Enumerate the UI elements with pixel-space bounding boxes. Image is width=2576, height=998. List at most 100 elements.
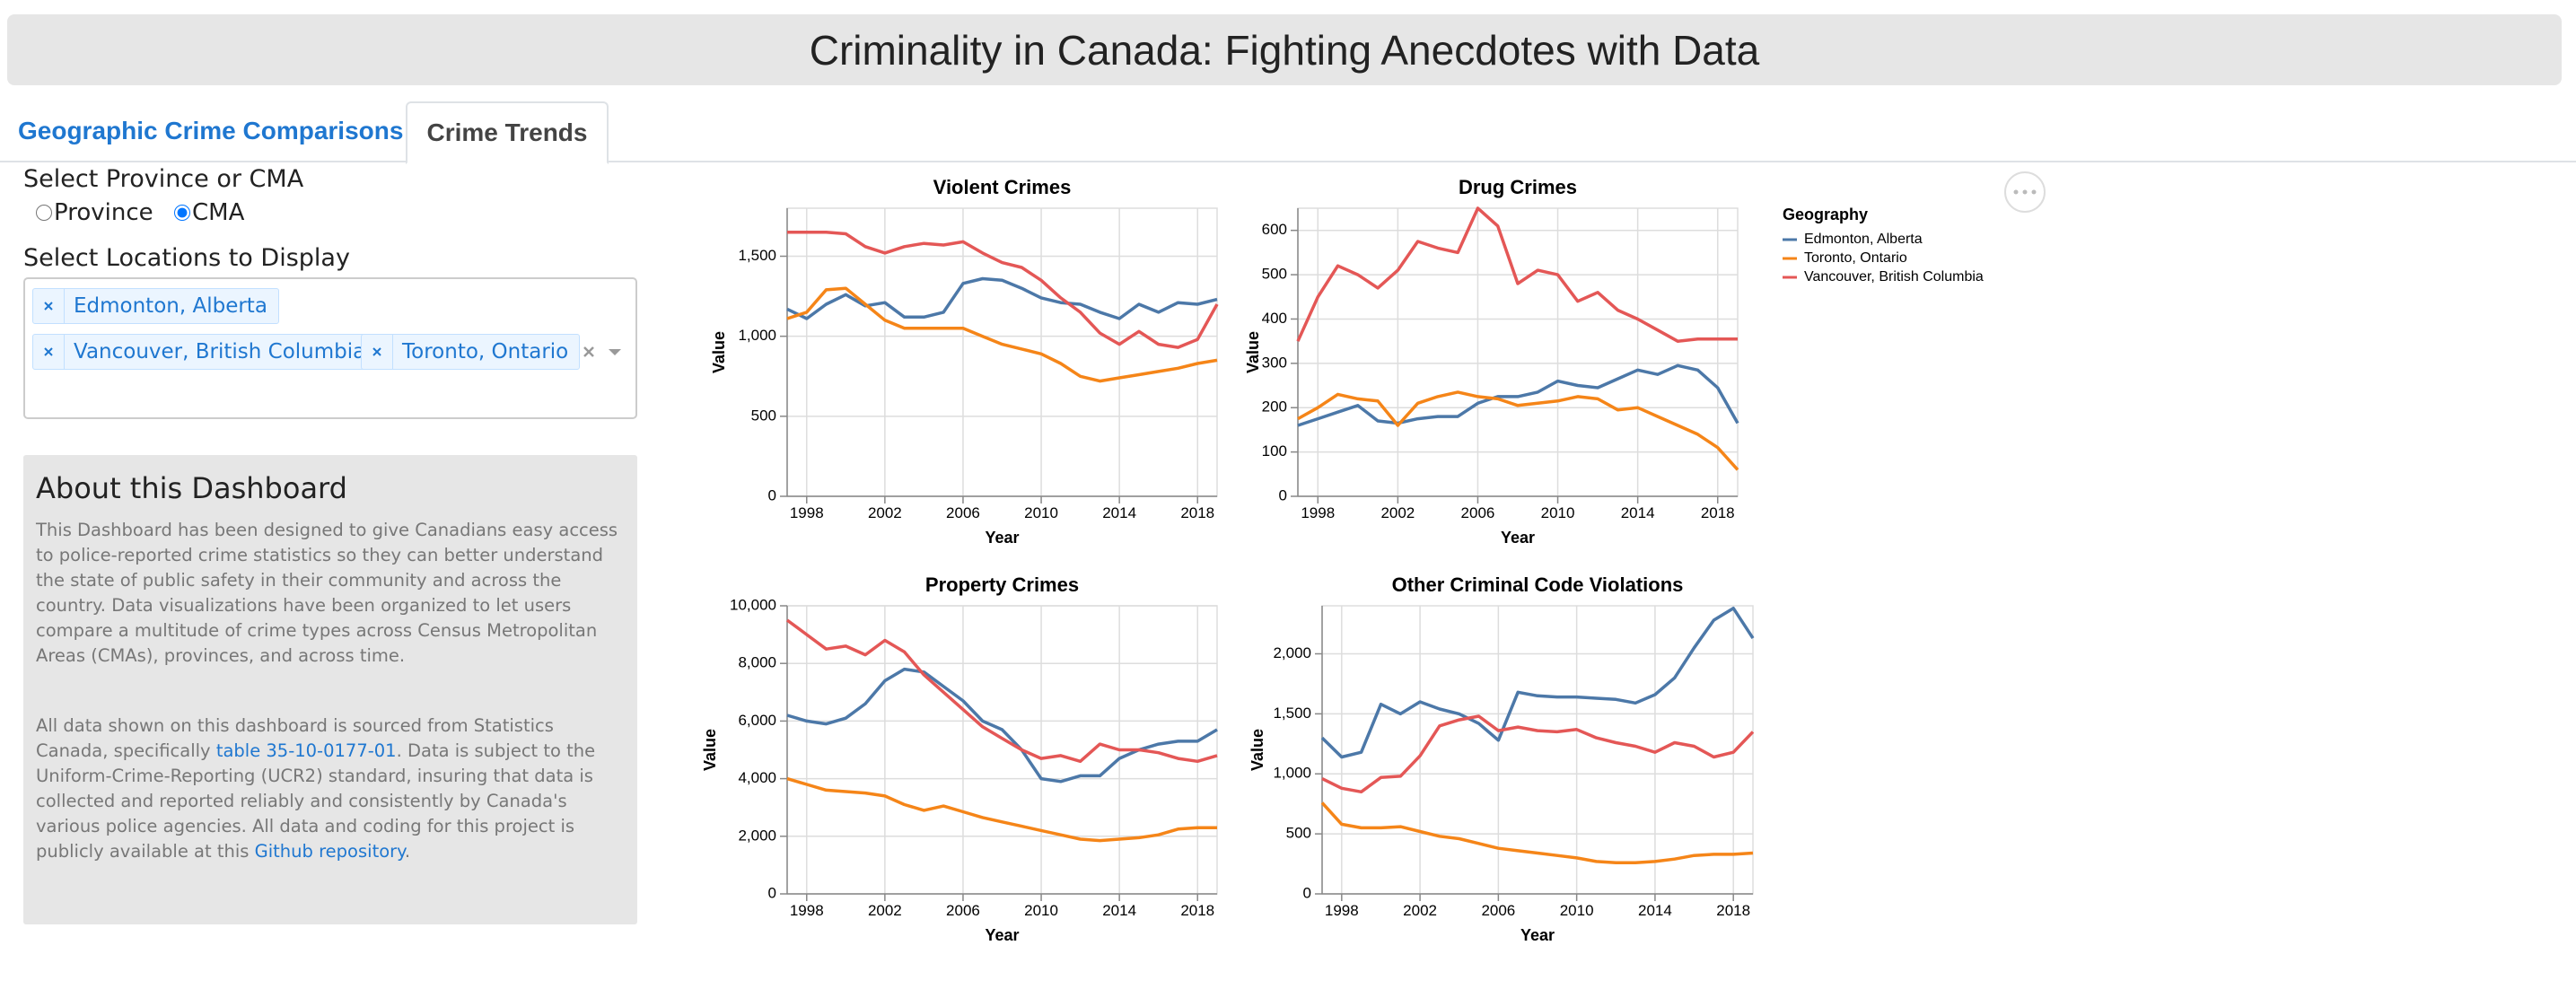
y-axis-title: Value — [701, 729, 719, 771]
page-title: Criminality in Canada: Fighting Anecdote… — [809, 26, 1760, 74]
about-text: This Dashboard has been designed to give… — [36, 520, 618, 666]
link[interactable]: Github repository — [254, 841, 405, 862]
legend-label: Edmonton, Alberta — [1804, 232, 1923, 247]
remove-button[interactable] — [362, 335, 393, 369]
multi-select[interactable]: Edmonton, Alberta Vancouver, British Col… — [23, 277, 637, 419]
control-label: Select Locations to Display — [23, 244, 350, 272]
actions-menu[interactable] — [2004, 171, 2046, 213]
about-text: All data shown on this dashboard is sour… — [36, 713, 625, 864]
chart-title: Property Crimes — [925, 573, 1079, 596]
y-tick-label: 400 — [1262, 310, 1287, 327]
y-tick-label: 1,000 — [738, 327, 776, 344]
y-tick-label: 600 — [1262, 221, 1287, 238]
y-axis-title: Value — [1244, 331, 1262, 373]
x-tick-label: 2014 — [1102, 504, 1136, 521]
y-tick-label: 500 — [1286, 825, 1311, 842]
chart-title: Other Criminal Code Violations — [1392, 573, 1684, 596]
series-line — [787, 231, 1219, 349]
x-tick-label: 2002 — [1380, 504, 1415, 521]
x-tick-label: 2018 — [1701, 504, 1735, 521]
radio-label: Province — [54, 199, 153, 226]
remove-button[interactable] — [33, 335, 65, 369]
x-axis-title: Year — [985, 529, 1019, 547]
x-tick-label: 2010 — [1541, 504, 1575, 521]
series-line — [1321, 714, 1755, 794]
legend-title: Geography — [1783, 206, 1868, 223]
selected-tag: Toronto, Ontario — [361, 334, 581, 370]
x-tick-label: 2010 — [1560, 902, 1594, 919]
x-axis-title: Year — [1501, 529, 1535, 547]
selected-tag: Edmonton, Alberta — [32, 288, 279, 324]
y-tick-label: 0 — [768, 884, 776, 901]
plot-frame — [1321, 605, 1754, 895]
tab[interactable]: Geographic Crime Comparisons — [18, 117, 404, 144]
x-tick-label: 2002 — [868, 504, 902, 521]
x-tick-label: 2006 — [946, 902, 980, 919]
x-tick-label: 2018 — [1180, 902, 1214, 919]
series-line — [786, 286, 1218, 383]
y-tick-label: 4,000 — [738, 769, 776, 786]
radio[interactable] — [174, 205, 190, 221]
tab-active[interactable]: Crime Trends — [406, 101, 609, 164]
y-tick-label: 100 — [1262, 442, 1287, 460]
x-tick-label: 2006 — [1481, 902, 1515, 919]
x-tick-label: 2010 — [1024, 902, 1058, 919]
radio-option[interactable]: Province — [36, 199, 153, 226]
y-tick-label: 1,000 — [1273, 765, 1311, 782]
header: Criminality in Canada: Fighting Anecdote… — [7, 14, 2562, 85]
remove-icon — [372, 347, 381, 356]
about-title: About this Dashboard — [36, 471, 347, 505]
series-line — [1297, 390, 1739, 471]
x-tick-label: 2014 — [1102, 902, 1136, 919]
tag-label: Toronto, Ontario — [402, 340, 569, 363]
y-tick-label: 200 — [1262, 398, 1287, 416]
y-tick-label: 500 — [1262, 266, 1287, 283]
x-tick-label: 1998 — [1325, 902, 1359, 919]
x-tick-label: 2010 — [1024, 504, 1058, 521]
radio[interactable] — [36, 205, 52, 221]
radio-option[interactable]: CMA — [174, 199, 244, 226]
y-axis-title: Value — [1249, 729, 1266, 771]
x-tick-label: 2002 — [868, 902, 902, 919]
y-tick-label: 2,000 — [738, 827, 776, 844]
y-tick-label: 6,000 — [738, 712, 776, 729]
x-tick-label: 1998 — [790, 504, 824, 521]
text: All data shown on this dashboard is sour… — [36, 715, 554, 761]
chart-title: Violent Crimes — [933, 176, 1072, 198]
y-tick-label: 8,000 — [738, 654, 776, 671]
y-tick-label: 1,500 — [1273, 705, 1311, 722]
x-axis-title: Year — [985, 926, 1019, 944]
tab-divider — [0, 161, 2576, 162]
text: . Data is subject to the Uniform-Crime-R… — [36, 740, 596, 862]
selected-tag: Vancouver, British Columbia — [32, 334, 378, 370]
link[interactable]: table 35-10-0177-01 — [215, 740, 397, 761]
x-tick-label: 2002 — [1403, 902, 1437, 919]
series-line — [1320, 606, 1755, 759]
y-tick-label: 0 — [1279, 486, 1287, 503]
y-tick-label: 10,000 — [730, 596, 776, 613]
chart-title: Drug Crimes — [1459, 176, 1577, 198]
y-tick-label: 0 — [1303, 884, 1311, 901]
x-tick-label: 2006 — [946, 504, 980, 521]
x-tick-label: 2018 — [1180, 504, 1214, 521]
x-tick-label: 2014 — [1621, 504, 1655, 521]
about-panel: About this Dashboard This Dashboard has … — [23, 455, 637, 924]
x-tick-label: 1998 — [1301, 504, 1335, 521]
y-tick-label: 1,500 — [738, 247, 776, 264]
remove-button[interactable] — [33, 289, 65, 323]
x-tick-label: 2014 — [1638, 902, 1672, 919]
tag-label: Edmonton, Alberta — [74, 294, 267, 318]
plot-frame — [786, 207, 1218, 497]
y-tick-label: 2,000 — [1273, 644, 1311, 661]
series-line — [1320, 801, 1754, 864]
y-tick-label: 500 — [751, 407, 776, 424]
legend-label: Vancouver, British Columbia — [1804, 269, 1984, 285]
series-line — [786, 276, 1218, 320]
remove-icon — [44, 347, 53, 356]
remove-icon — [44, 302, 53, 311]
series-line — [1297, 363, 1739, 427]
select-icons[interactable] — [582, 344, 626, 362]
y-tick-label: 300 — [1262, 354, 1287, 371]
